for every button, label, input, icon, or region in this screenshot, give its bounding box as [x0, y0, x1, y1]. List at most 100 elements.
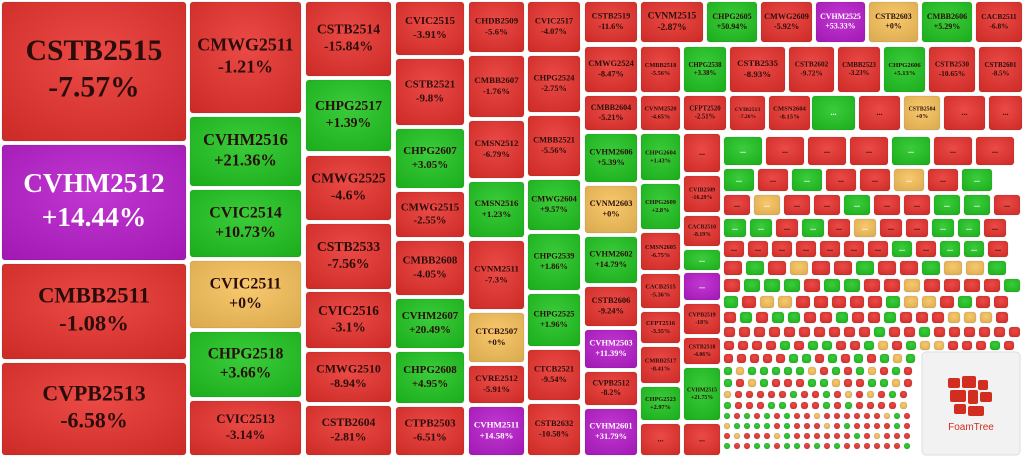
- logo[interactable]: FoamTree: [921, 351, 1021, 456]
- tile-shade: [854, 354, 863, 363]
- tile-change: -9.24%: [598, 307, 624, 316]
- tile-shade: [958, 296, 972, 308]
- tile-change: -8.94%: [330, 376, 367, 390]
- tile-shade: [964, 279, 980, 292]
- tile-shade: [784, 413, 790, 419]
- tile-shade: [684, 273, 720, 300]
- tile-change: +5.13%: [894, 70, 916, 77]
- tile-code: CHPG2607: [403, 145, 457, 157]
- tile-code: CACB2510: [688, 225, 716, 231]
- tile-shade: [789, 47, 834, 92]
- tile-shade: [976, 341, 986, 350]
- tile-shade: [814, 327, 825, 337]
- tile-shade: [894, 169, 924, 191]
- tile-shade: [1004, 279, 1020, 292]
- tile-shade: [779, 402, 786, 409]
- tile-shade: [469, 313, 524, 362]
- tile-code: CMWG2609: [764, 12, 809, 21]
- tile-shade: [684, 424, 720, 455]
- tile-shade: [784, 423, 790, 429]
- tile-shade: [844, 327, 855, 337]
- tile-shade: [772, 241, 792, 257]
- tile-shade: [808, 137, 846, 165]
- tile-shade: [796, 367, 804, 375]
- tile-shade: [834, 402, 841, 409]
- tile-shade: [980, 312, 992, 323]
- tile-shade: [820, 367, 828, 375]
- tile-shade: [834, 391, 841, 398]
- tile-ellipsis: ...: [658, 434, 664, 443]
- tile-code: CACB2511: [981, 12, 1017, 21]
- tile-shade: [739, 327, 750, 337]
- tile-shade: [904, 443, 910, 449]
- tile-shade: [746, 402, 753, 409]
- tile-shade: [469, 56, 524, 117]
- tile-shade: [754, 423, 760, 429]
- tile-shade: [812, 391, 819, 398]
- tile-shade: [867, 354, 876, 363]
- tile-shade: [469, 241, 524, 309]
- tile-shade: [778, 296, 792, 308]
- tile-code: CMBB2608: [403, 255, 458, 267]
- tile-shade: [641, 312, 680, 343]
- tile-shade: [880, 219, 902, 237]
- tile-change: +2.8%: [652, 207, 670, 214]
- tile-change: -6.75%: [651, 252, 670, 259]
- tile-code: CVNM2515: [648, 11, 697, 21]
- tile-shade: [396, 2, 464, 55]
- tile-ellipsis: ...: [758, 223, 764, 232]
- tile-code: CMBB2517: [645, 358, 676, 365]
- tile-change: -5.36%: [651, 291, 670, 298]
- tile-shade: [740, 312, 752, 323]
- tile-shade: [844, 423, 850, 429]
- tile-shade: [884, 433, 890, 439]
- tile-shade: [528, 294, 580, 346]
- tile-shade: [760, 296, 774, 308]
- tile-change: -1.21%: [218, 57, 273, 77]
- tile-ellipsis: ...: [950, 146, 956, 155]
- tile-shade: [772, 367, 780, 375]
- tile-code: CMSN2512: [475, 138, 519, 148]
- tile-shade: [932, 219, 954, 237]
- tile-shade: [996, 312, 1008, 323]
- tile-shade: [684, 368, 720, 420]
- tile-shade: [641, 134, 680, 180]
- tile-code: CVHM2601: [589, 422, 632, 431]
- tile-code: CSTB2604: [322, 416, 376, 429]
- tile-change: +0%: [487, 337, 505, 347]
- tile-shade: [929, 47, 975, 92]
- tile-shade: [844, 279, 860, 292]
- tile-shade: [734, 443, 740, 449]
- tile-shade: [744, 413, 750, 419]
- tile-shade: [892, 341, 902, 350]
- tile-shade: [850, 341, 860, 350]
- tile-shade: [585, 409, 637, 455]
- tile-shade: [768, 261, 786, 275]
- tile-shade: [944, 279, 960, 292]
- tile-shade: [892, 379, 900, 387]
- tile-change: +3.66%: [220, 365, 271, 382]
- tile-change: +0%: [602, 210, 619, 219]
- tile-code: CSTB2632: [535, 419, 574, 428]
- tile-shade: [864, 413, 870, 419]
- tile-shade: [760, 379, 768, 387]
- tile-shade: [724, 296, 738, 308]
- tile-shade: [949, 327, 960, 337]
- tile-shade: [854, 423, 860, 429]
- tile-ellipsis: ...: [699, 434, 705, 443]
- tile-shade: [868, 379, 876, 387]
- tile-shade: [746, 261, 764, 275]
- tile-ellipsis: ...: [914, 200, 920, 209]
- tile-shade: [789, 354, 798, 363]
- tile-ellipsis: ...: [851, 244, 857, 253]
- tile-shade: [994, 327, 1005, 337]
- tile-shade: [808, 379, 816, 387]
- tile-shade: [774, 423, 780, 429]
- tile-change: -7.26%: [739, 114, 757, 120]
- tile-shade: [792, 169, 822, 191]
- tile-shade: [976, 137, 1014, 165]
- tile-shade: [776, 354, 785, 363]
- tile-shade: [834, 443, 840, 449]
- tile-change: +14.44%: [42, 202, 147, 232]
